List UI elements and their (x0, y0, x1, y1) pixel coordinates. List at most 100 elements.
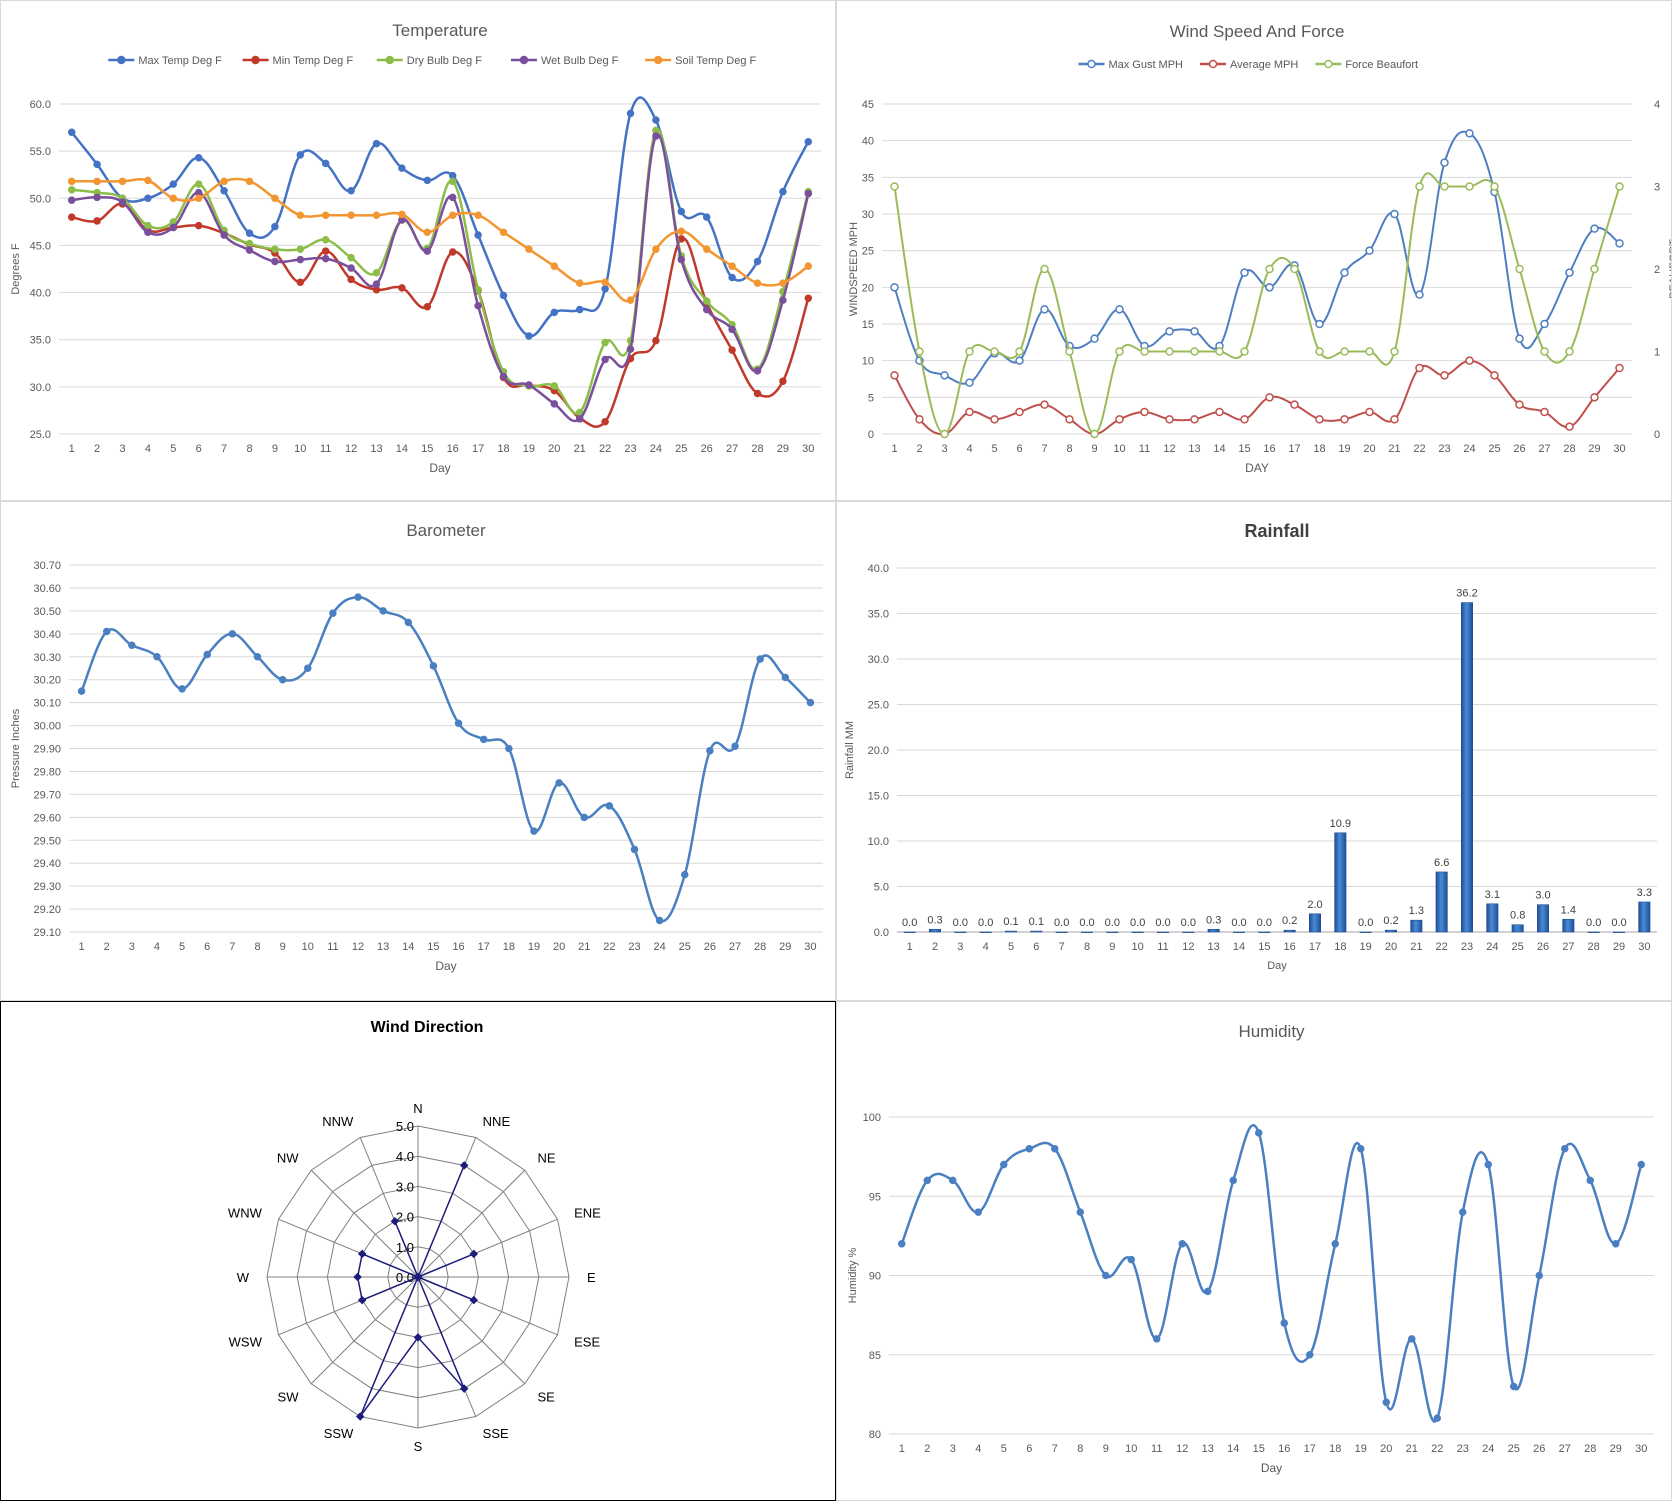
data-point (77, 687, 86, 695)
x-tick-label: 29 (1610, 1443, 1622, 1455)
data-point (1433, 1414, 1441, 1422)
radar-r-label: 3.0 (396, 1179, 414, 1194)
y-tick-label: 29.60 (33, 812, 61, 824)
x-tick-label: 7 (1052, 1443, 1058, 1455)
data-point (728, 273, 736, 282)
radar-data-point (357, 1249, 367, 1259)
radar-spoke (310, 1276, 419, 1385)
data-point (804, 137, 813, 146)
legend-marker (385, 55, 394, 65)
data-point (550, 308, 559, 317)
x-tick-label: 2 (104, 941, 110, 953)
x-tick-label: 11 (1157, 941, 1168, 953)
radar-category-label: NE (538, 1150, 556, 1165)
data-point (601, 355, 609, 364)
x-tick-label: 9 (1091, 443, 1097, 455)
data-point (601, 285, 609, 293)
data-point (245, 246, 254, 254)
data-point (423, 247, 432, 255)
data-point (1204, 1287, 1212, 1296)
radar-series-line (356, 1165, 475, 1417)
x-tick-label: 25 (679, 941, 691, 953)
data-point (1565, 422, 1574, 431)
x-tick-label: 23 (1461, 941, 1473, 953)
data-point (990, 415, 999, 424)
radar-category-label: WNW (228, 1205, 263, 1220)
x-axis-title: Day (1261, 1461, 1282, 1475)
x-tick-label: 12 (1176, 1443, 1188, 1455)
data-point (1615, 182, 1624, 191)
radar-category-label: SSW (324, 1426, 354, 1441)
rain-bar (1460, 602, 1473, 933)
y-tick-label: 29.30 (33, 881, 61, 893)
x-tick-label: 9 (280, 941, 286, 953)
data-point (1290, 264, 1299, 274)
data-point (1465, 129, 1474, 138)
data-point (194, 153, 203, 162)
data-point (321, 236, 330, 244)
series-line (893, 130, 1621, 385)
chart-title: Barometer (406, 521, 486, 540)
wind-speed-chart-svg: Wind Speed And Force05101520253035404501… (848, 22, 1671, 475)
data-point (580, 813, 588, 822)
x-tick-label: 11 (1139, 443, 1150, 455)
rain-bar (1308, 913, 1321, 933)
y-tick-label: 30.0 (30, 382, 51, 394)
data-point (169, 223, 178, 232)
data-point (1565, 347, 1574, 356)
data-point (1515, 264, 1524, 274)
data-point (601, 278, 609, 286)
y-tick-label: 30.30 (33, 652, 61, 664)
x-tick-label: 21 (1406, 1443, 1418, 1455)
x-tick-label: 13 (1202, 1443, 1214, 1455)
x-tick-label: 16 (1263, 443, 1275, 455)
data-point (1561, 1144, 1569, 1153)
data-point (448, 211, 457, 220)
x-tick-label: 30 (1613, 443, 1625, 455)
radar-category-label: E (587, 1270, 596, 1285)
y-tick-label: 30.0 (868, 654, 889, 666)
data-point (1076, 1208, 1084, 1216)
data-point (1637, 1160, 1645, 1169)
x-tick-label: 27 (729, 941, 741, 953)
y-tick-label: 95 (869, 1191, 881, 1203)
data-label: 0.0 (1054, 917, 1069, 929)
data-point (1535, 1271, 1543, 1280)
data-point (347, 275, 355, 284)
data-point (398, 284, 406, 292)
data-point (296, 211, 305, 220)
y-tick-label: 25 (862, 246, 874, 258)
x-tick-label: 24 (1486, 941, 1498, 953)
data-point (1390, 347, 1399, 356)
data-point (354, 593, 362, 601)
data-point (278, 675, 287, 684)
data-point (1140, 347, 1149, 356)
y-tick-label: 29.50 (33, 835, 61, 847)
data-point (575, 305, 584, 314)
data-point (128, 641, 136, 650)
y-tick-label: 55.0 (30, 146, 51, 158)
data-label: 2.0 (1307, 899, 1322, 911)
data-label: 0.0 (1231, 917, 1246, 929)
data-point (965, 407, 974, 417)
radar-category-label: N (413, 1101, 422, 1116)
data-point (681, 870, 689, 879)
legend-label: Wet Bulb Deg F (541, 55, 619, 67)
x-tick-label: 3 (941, 443, 947, 455)
data-label: 0.3 (1206, 914, 1221, 926)
data-point (423, 176, 432, 185)
data-label: 0.8 (1510, 910, 1525, 922)
x-tick-label: 26 (701, 443, 713, 455)
data-point (178, 685, 186, 693)
data-point (93, 217, 101, 225)
x-tick-label: 26 (1533, 1443, 1545, 1455)
x-tick-label: 14 (402, 941, 414, 953)
data-point (550, 262, 559, 270)
data-point (1040, 400, 1049, 409)
data-point (1290, 400, 1299, 409)
rain-bar (1030, 930, 1043, 933)
series-line (80, 595, 812, 923)
data-point (702, 305, 711, 314)
x-tick-label: 7 (1059, 941, 1065, 953)
